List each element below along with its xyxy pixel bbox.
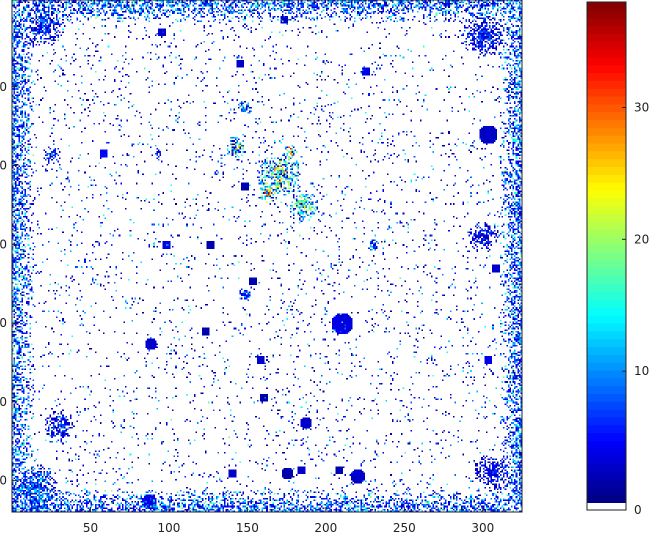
colorbar-swatch: [587, 229, 626, 238]
colorbar-swatch: [587, 401, 626, 410]
colorbar-swatch: [587, 25, 626, 34]
y-tick-label: 0: [0, 237, 7, 251]
colorbar-swatch: [587, 174, 626, 183]
x-tick-label: 50: [83, 521, 98, 535]
plot-frame: [11, 0, 523, 513]
colorbar-swatch: [587, 135, 626, 144]
colorbar-swatch: [587, 189, 626, 199]
colorbar-swatch: [587, 33, 626, 42]
colorbar-swatch: [587, 362, 626, 371]
colorbar-swatch: [587, 56, 626, 66]
colorbar-swatch: [587, 221, 626, 230]
colorbar-frame: [586, 1, 627, 511]
colorbar-swatch: [587, 2, 626, 11]
colorbar-swatch: [587, 103, 626, 113]
colorbar-swatch: [587, 41, 626, 50]
colorbar-swatch: [587, 95, 626, 105]
colorbar-swatch: [587, 252, 626, 261]
colorbar-swatch: [587, 88, 626, 97]
y-tick-label: 0: [0, 159, 7, 173]
colorbar-swatch: [587, 409, 626, 418]
y-tick-label: 0: [0, 316, 7, 330]
x-tick-label: 300: [471, 521, 494, 535]
colorbar-swatch: [587, 166, 626, 175]
colorbar-swatch: [587, 260, 626, 269]
colorbar-swatch: [587, 315, 626, 324]
colorbar-swatch: [587, 424, 626, 434]
colorbar-swatch: [587, 479, 626, 488]
colorbar-swatch: [587, 119, 626, 128]
colorbar-swatch: [587, 456, 626, 465]
colorbar-swatch: [587, 354, 626, 363]
colorbar-swatch: [587, 495, 626, 504]
colorbar-swatch: [587, 17, 626, 27]
colorbar-swatch: [587, 9, 626, 19]
colorbar-swatch: [587, 80, 626, 89]
colorbar-tick-label: 30: [634, 100, 649, 114]
colorbar-swatch: [587, 463, 626, 473]
colorbar-swatch: [587, 127, 626, 136]
plot-area: 50 100 150 200 250 300 0 0 0 0 0 0: [0, 0, 523, 535]
colorbar-swatch: [587, 330, 626, 340]
colorbar-swatch: [587, 369, 626, 379]
x-tick-label: 200: [314, 521, 337, 535]
colorbar-swatch: [587, 440, 626, 449]
colorbar-swatch: [587, 291, 626, 301]
colorbar-swatch: [587, 48, 626, 58]
colorbar-swatch: [587, 213, 626, 222]
x-tick-label: 250: [393, 521, 416, 535]
colorbar-swatch: [587, 487, 626, 496]
colorbar-swatch: [587, 150, 626, 160]
colorbar-swatch: [587, 268, 626, 277]
colorbar-swatch: [587, 111, 626, 121]
x-tick-label: 150: [236, 521, 259, 535]
colorbar-swatch: [587, 416, 626, 426]
colorbar-swatch: [587, 432, 626, 441]
colorbar-tick-label: 0: [634, 503, 642, 517]
colorbar-swatch: [587, 471, 626, 481]
colorbar-swatch: [587, 182, 626, 191]
colorbar-swatch: [587, 275, 626, 285]
colorbar-swatch: [587, 64, 626, 74]
colorbar-swatch: [587, 338, 626, 348]
colorbar-swatch: [587, 283, 626, 293]
y-tick-label: 0: [0, 395, 7, 409]
colorbar-swatch: [587, 72, 626, 81]
colorbar-swatch: [587, 448, 626, 457]
colorbar-swatch: [587, 307, 626, 316]
colorbar-swatch: [587, 393, 626, 402]
colorbar-swatch: [587, 142, 626, 152]
colorbar-swatch: [587, 205, 626, 214]
colorbar: 0 10 20 30: [586, 1, 649, 517]
y-tick-label: 0: [0, 474, 7, 488]
y-tick-label: 0: [0, 80, 7, 94]
colorbar-swatch: [587, 322, 626, 332]
x-tick-label: 100: [157, 521, 180, 535]
colorbar-swatch: [587, 299, 626, 308]
colorbar-swatch: [587, 197, 626, 207]
colorbar-tick-label: 10: [634, 364, 649, 378]
colorbar-zero-band: [587, 503, 626, 510]
colorbar-swatch: [587, 385, 626, 395]
colorbar-tick-label: 20: [634, 232, 649, 246]
heatmap-raster: [12, 0, 522, 512]
colorbar-swatch: [587, 244, 626, 254]
colorbar-swatch: [587, 346, 626, 355]
colorbar-swatch: [587, 236, 626, 246]
colorbar-swatch: [587, 377, 626, 387]
colorbar-swatch: [587, 158, 626, 167]
